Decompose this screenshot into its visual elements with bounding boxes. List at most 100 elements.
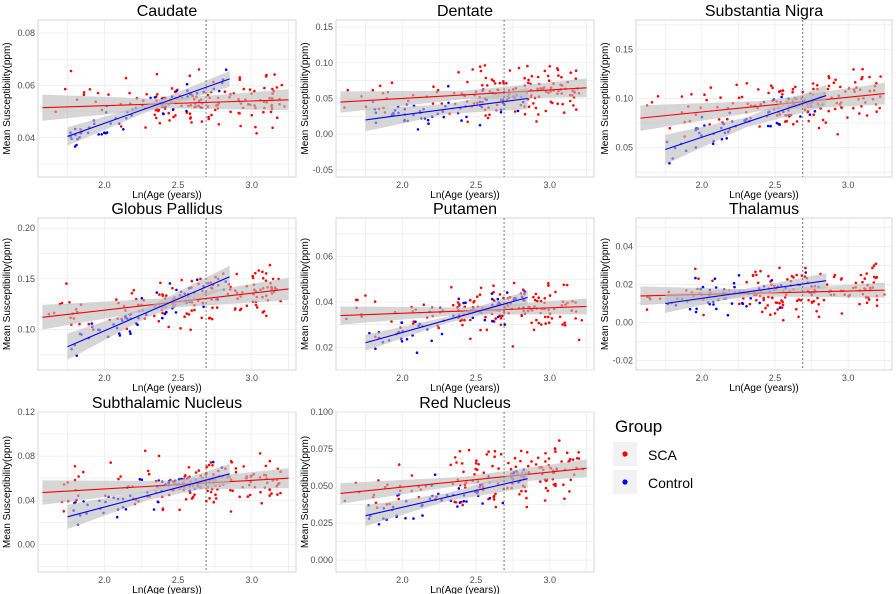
- sca-point: [207, 317, 211, 320]
- control-point: [426, 118, 430, 122]
- sca-point: [498, 81, 502, 85]
- sca-point: [525, 451, 529, 454]
- sca-point: [107, 93, 110, 96]
- sca-point: [378, 84, 382, 88]
- sca-point: [238, 78, 242, 81]
- sca-point: [705, 98, 708, 102]
- sca-point: [521, 288, 525, 292]
- sca-point: [498, 293, 502, 296]
- sca-point: [690, 93, 693, 96]
- sca-point: [68, 301, 71, 304]
- sca-point: [832, 81, 836, 84]
- control-point: [196, 278, 199, 282]
- control-point: [490, 297, 494, 301]
- sca-point: [179, 327, 182, 330]
- x-tick-label: 3.0: [842, 373, 855, 383]
- sca-point: [518, 493, 521, 496]
- sca-point: [200, 120, 204, 123]
- sca-point: [471, 68, 475, 71]
- sca-point: [534, 292, 538, 296]
- sca-point: [174, 114, 177, 117]
- sca-point: [499, 323, 503, 327]
- control-point: [769, 124, 772, 128]
- y-axis-label: Mean Susceptibility(ppm): [2, 42, 13, 154]
- sca-point: [680, 95, 684, 98]
- sca-point: [717, 118, 721, 121]
- sca-point: [268, 263, 272, 267]
- sca-confidence-band: [340, 459, 587, 504]
- sca-point: [258, 452, 262, 455]
- control-point: [465, 500, 468, 503]
- y-tick-label: -0.05: [312, 165, 333, 175]
- sca-point: [507, 461, 510, 465]
- sca-point: [668, 126, 672, 130]
- sca-point: [193, 308, 196, 312]
- sca-point: [544, 322, 547, 325]
- x-axis-label: Ln(Age (years)): [729, 190, 798, 201]
- sca-point: [493, 82, 497, 85]
- sca-point: [190, 309, 193, 312]
- sca-point: [473, 473, 476, 476]
- control-point: [175, 89, 178, 93]
- control-point: [457, 297, 461, 301]
- sca-point: [547, 79, 551, 82]
- sca-point: [719, 96, 722, 99]
- sca-point: [280, 83, 284, 87]
- control-point: [758, 301, 761, 305]
- sca-point: [488, 113, 491, 116]
- sca-point: [815, 84, 819, 87]
- sca-point: [239, 307, 243, 311]
- sca-point: [568, 99, 572, 103]
- sca-point: [117, 477, 120, 481]
- sca-point: [246, 495, 250, 498]
- y-tick-label: 0.100: [310, 407, 333, 417]
- y-tick-label: 0.00: [615, 318, 633, 328]
- control-point: [165, 310, 168, 314]
- sca-point: [188, 491, 192, 495]
- sca-point: [234, 470, 238, 474]
- sca-point: [494, 492, 497, 496]
- sca-point: [455, 461, 458, 464]
- sca-point: [554, 290, 557, 294]
- panel-title: Red Nucleus: [419, 395, 511, 412]
- sca-point: [781, 89, 785, 92]
- x-axis-label: Ln(Age (years)): [132, 585, 201, 594]
- sca-point: [209, 490, 213, 494]
- sca-point: [497, 467, 500, 470]
- sca-point: [825, 283, 829, 286]
- panel-5: 2.0 2.5 3.0 0.02 0.04 0.06 Putamen Ln(Age (year…: [300, 201, 595, 394]
- sca-point: [781, 303, 785, 307]
- sca-point: [822, 298, 826, 302]
- sca-point: [248, 88, 252, 91]
- sca-point: [791, 90, 794, 94]
- sca-point: [557, 74, 560, 77]
- control-point: [140, 478, 144, 482]
- sca-point: [248, 493, 252, 497]
- sca-point: [580, 319, 584, 322]
- sca-point: [229, 510, 233, 513]
- sca-point: [223, 90, 227, 93]
- x-tick-label: 2.0: [396, 575, 409, 585]
- sca-point: [703, 93, 706, 96]
- sca-point: [261, 277, 265, 280]
- panel-3: 2.0 2.5 3.0 0.05 0.10 0.15 Substantia Nigra Ln(…: [600, 3, 893, 201]
- sca-point: [214, 493, 217, 497]
- sca-point: [492, 79, 496, 83]
- y-tick-label: 0.06: [17, 80, 35, 90]
- sca-point: [568, 490, 571, 493]
- sca-point: [492, 495, 496, 499]
- sca-point: [211, 464, 214, 467]
- sca-point: [231, 489, 234, 493]
- sca-point: [875, 82, 878, 85]
- sca-point: [264, 464, 268, 468]
- control-point: [217, 89, 221, 93]
- sca-point: [462, 470, 465, 474]
- sca-point: [839, 278, 843, 281]
- x-axis-label: Ln(Age (years)): [430, 383, 499, 394]
- sca-point: [279, 491, 282, 495]
- sca-point: [210, 317, 214, 321]
- sca-point: [493, 455, 496, 459]
- control-point: [770, 279, 774, 282]
- sca-point: [535, 120, 538, 123]
- control-point: [457, 487, 461, 490]
